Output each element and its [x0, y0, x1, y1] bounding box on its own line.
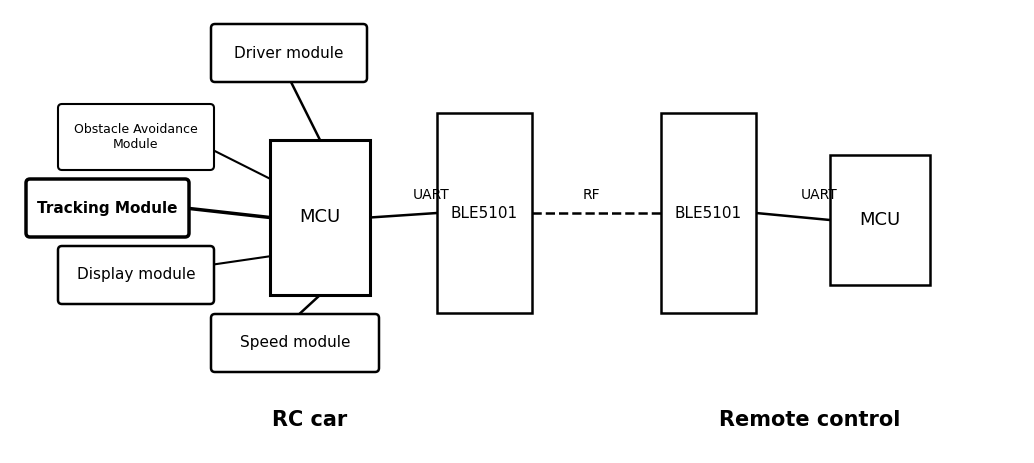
- Text: BLE5101: BLE5101: [451, 206, 518, 220]
- Text: Tracking Module: Tracking Module: [37, 200, 178, 215]
- FancyBboxPatch shape: [211, 314, 379, 372]
- Text: Driver module: Driver module: [235, 45, 343, 61]
- Text: Obstacle Avoidance
Module: Obstacle Avoidance Module: [74, 123, 197, 151]
- Text: MCU: MCU: [300, 208, 340, 226]
- Bar: [830, 155, 930, 285]
- Text: UART: UART: [801, 188, 838, 202]
- Bar: [661, 113, 756, 313]
- Text: Speed module: Speed module: [240, 336, 351, 350]
- FancyBboxPatch shape: [58, 246, 214, 304]
- Bar: [270, 140, 370, 295]
- Text: Remote control: Remote control: [720, 410, 901, 430]
- Text: Display module: Display module: [77, 268, 195, 282]
- Bar: [437, 113, 533, 313]
- FancyBboxPatch shape: [211, 24, 367, 82]
- FancyBboxPatch shape: [26, 179, 189, 237]
- Text: RF: RF: [583, 188, 601, 202]
- Text: BLE5101: BLE5101: [675, 206, 742, 220]
- Text: MCU: MCU: [859, 211, 901, 229]
- FancyBboxPatch shape: [58, 104, 214, 170]
- Text: UART: UART: [413, 188, 450, 202]
- Text: RC car: RC car: [272, 410, 347, 430]
